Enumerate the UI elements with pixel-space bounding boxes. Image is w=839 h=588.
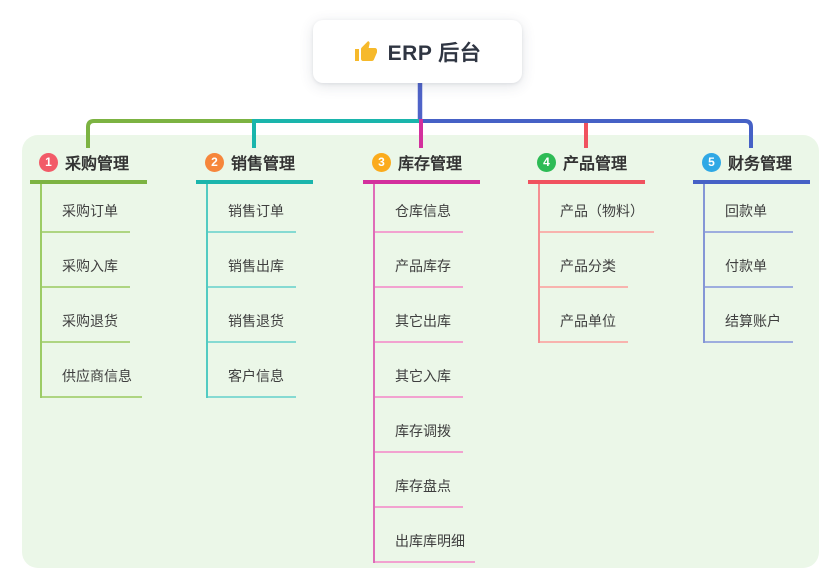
branch-children: 回款单付款单结算账户 [703,184,839,343]
leaf-row: 供应商信息 [42,343,190,398]
branch-title-label: 财务管理 [728,156,793,173]
leaf-item[interactable]: 产品库存 [375,256,463,288]
leaf-item[interactable]: 销售退货 [208,311,296,343]
leaf-row: 出库库明细 [375,508,523,563]
leaf-item[interactable]: 产品（物料） [540,201,654,233]
leaf-item[interactable]: 库存调拨 [375,421,463,453]
leaf-row: 仓库信息 [375,184,523,233]
leaf-item[interactable]: 其它入库 [375,366,463,398]
leaf-row: 产品（物料） [540,184,688,233]
branch-number-badge: 3 [372,152,391,172]
branch-column: 5 财务管理 回款单付款单结算账户 [693,150,839,343]
leaf-row: 回款单 [705,184,839,233]
leaf-row: 产品单位 [540,288,688,343]
branch-title[interactable]: 3 库存管理 [363,150,480,184]
branch-title-label: 采购管理 [65,156,130,173]
branch-title-label: 销售管理 [231,156,296,173]
leaf-row: 其它出库 [375,288,523,343]
branch-column: 1 采购管理 采购订单采购入库采购退货供应商信息 [30,150,190,398]
branch-children: 产品（物料） 产品分类产品单位 [538,184,688,343]
leaf-row: 采购订单 [42,184,190,233]
leaf-item[interactable]: 仓库信息 [375,201,463,233]
branch-title[interactable]: 2 销售管理 [196,150,313,184]
leaf-item[interactable]: 产品单位 [540,311,628,343]
leaf-item[interactable]: 销售出库 [208,256,296,288]
branch-title[interactable]: 5 财务管理 [693,150,810,184]
leaf-item[interactable]: 采购入库 [42,256,130,288]
root-node[interactable]: ERP 后台 [313,20,522,83]
branch-column: 2 销售管理 销售订单销售出库销售退货客户信息 [196,150,356,398]
branch-number-badge: 2 [205,152,224,172]
leaf-item[interactable]: 结算账户 [705,311,793,343]
leaf-item[interactable]: 采购退货 [42,311,130,343]
branch-title-label: 产品管理 [563,156,628,173]
leaf-row: 销售订单 [208,184,356,233]
leaf-row: 产品分类 [540,233,688,288]
leaf-row: 采购退货 [42,288,190,343]
leaf-row: 产品库存 [375,233,523,288]
branch-number-badge: 1 [39,152,58,172]
leaf-item[interactable]: 销售订单 [208,201,296,233]
branches-panel [22,135,819,568]
leaf-row: 其它入库 [375,343,523,398]
leaf-item[interactable]: 产品分类 [540,256,628,288]
branch-column: 4 产品管理 产品（物料） 产品分类产品单位 [528,150,688,343]
branch-children: 销售订单销售出库销售退货客户信息 [206,184,356,398]
branch-title[interactable]: 4 产品管理 [528,150,645,184]
leaf-item[interactable]: 采购订单 [42,201,130,233]
leaf-row: 客户信息 [208,343,356,398]
leaf-item[interactable]: 出库库明细 [375,531,475,563]
branch-children: 采购订单采购入库采购退货供应商信息 [40,184,190,398]
leaf-row: 销售退货 [208,288,356,343]
branch-column: 3 库存管理 仓库信息产品库存其它出库其它入库库存调拨库存盘点出库库明细 [363,150,523,563]
branch-children: 仓库信息产品库存其它出库其它入库库存调拨库存盘点出库库明细 [373,184,523,563]
leaf-row: 采购入库 [42,233,190,288]
branch-number-badge: 5 [702,152,721,172]
leaf-row: 库存调拨 [375,398,523,453]
leaf-item[interactable]: 客户信息 [208,366,296,398]
leaf-item[interactable]: 付款单 [705,256,793,288]
branch-title[interactable]: 1 采购管理 [30,150,147,184]
root-title: ERP 后台 [387,41,482,65]
leaf-row: 付款单 [705,233,839,288]
leaf-row: 库存盘点 [375,453,523,508]
leaf-item[interactable]: 供应商信息 [42,366,142,398]
leaf-item[interactable]: 其它出库 [375,311,463,343]
leaf-row: 销售出库 [208,233,356,288]
leaf-row: 结算账户 [705,288,839,343]
branch-title-label: 库存管理 [398,156,463,173]
leaf-item[interactable]: 回款单 [705,201,793,233]
thumbs-up-icon [354,40,377,61]
branch-number-badge: 4 [537,152,556,172]
leaf-item[interactable]: 库存盘点 [375,476,463,508]
